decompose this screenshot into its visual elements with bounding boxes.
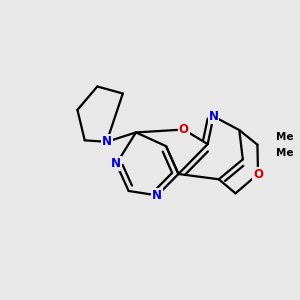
Text: O: O xyxy=(179,123,189,136)
Text: N: N xyxy=(102,135,112,148)
Text: N: N xyxy=(208,110,218,123)
Text: Me: Me xyxy=(277,148,294,158)
Text: O: O xyxy=(253,167,263,181)
Text: Me: Me xyxy=(277,132,294,142)
Text: N: N xyxy=(111,157,121,170)
Text: N: N xyxy=(152,189,162,202)
